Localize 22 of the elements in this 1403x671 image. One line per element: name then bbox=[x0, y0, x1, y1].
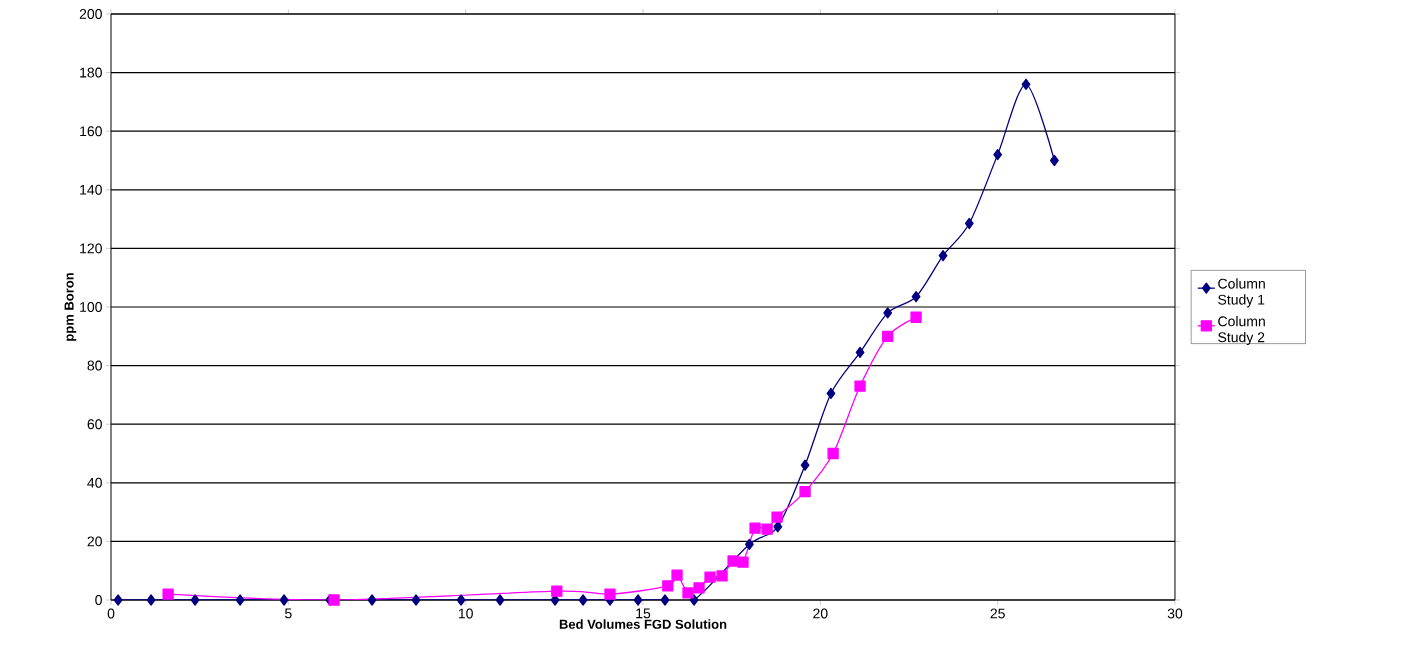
y-tick-label: 200 bbox=[79, 9, 102, 19]
x-tick-label: 15 bbox=[636, 608, 651, 619]
x-tick-label: 5 bbox=[285, 608, 292, 619]
legend-label: Column Study 1 bbox=[1218, 278, 1265, 308]
x-tick-label: 20 bbox=[813, 608, 828, 619]
x-tick-label: 0 bbox=[107, 608, 115, 619]
y-tick-label: 0 bbox=[95, 595, 102, 605]
y-tick-label: 180 bbox=[80, 67, 102, 78]
x-axis-title: Bed Volumes FGD Solution bbox=[559, 619, 727, 629]
y-tick-label: 140 bbox=[80, 184, 102, 195]
y-tick-label: 160 bbox=[80, 126, 102, 137]
x-tick-label: 10 bbox=[458, 608, 473, 619]
y-tick-label: 80 bbox=[87, 360, 102, 371]
x-tick-label: 30 bbox=[1167, 608, 1183, 619]
x-tick-label: 25 bbox=[990, 608, 1005, 619]
y-tick-label: 100 bbox=[80, 302, 102, 312]
y-tick-label: 40 bbox=[87, 477, 102, 488]
y-tick-label: 20 bbox=[87, 536, 102, 547]
y-tick-label: 120 bbox=[80, 243, 102, 254]
legend-label: Column Study 2 bbox=[1218, 315, 1265, 346]
y-axis-title: ppm Boron bbox=[64, 273, 77, 341]
y-tick-label: 60 bbox=[87, 419, 102, 430]
